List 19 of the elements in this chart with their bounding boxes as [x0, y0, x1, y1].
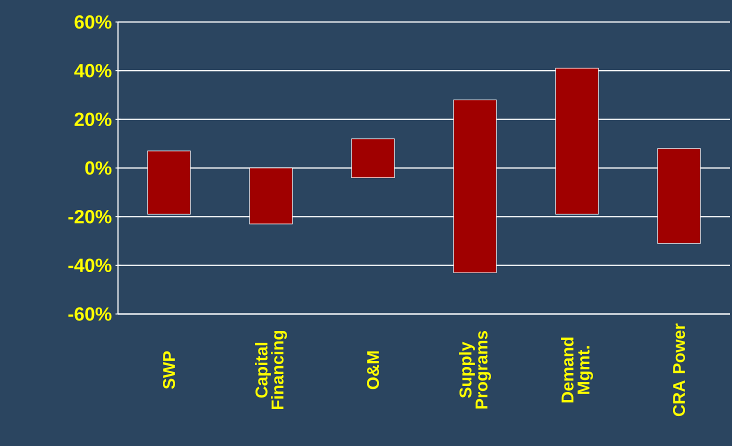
y-tick-label: 20% — [74, 112, 112, 126]
bar — [351, 138, 395, 178]
x-tick-label: Demand Mgmt. — [561, 338, 593, 402]
y-tick-label: -60% — [68, 307, 112, 321]
bar — [249, 168, 293, 224]
y-tick-label: 60% — [74, 15, 112, 29]
y-tick-label: 0% — [85, 161, 112, 175]
y-tick-label: -40% — [68, 258, 112, 272]
bar — [657, 148, 701, 244]
y-tick-label: 40% — [74, 64, 112, 78]
x-tick-label: Supply Programs — [459, 331, 491, 409]
x-tick-label: Capital Financing — [255, 331, 287, 410]
x-tick-label: SWP — [162, 351, 176, 389]
bar — [453, 100, 497, 273]
bar — [555, 68, 599, 215]
x-tick-label: O&M — [366, 351, 380, 390]
y-tick-label: -20% — [68, 210, 112, 224]
x-tick-label: CRA Power — [672, 324, 686, 416]
bar — [147, 150, 191, 215]
